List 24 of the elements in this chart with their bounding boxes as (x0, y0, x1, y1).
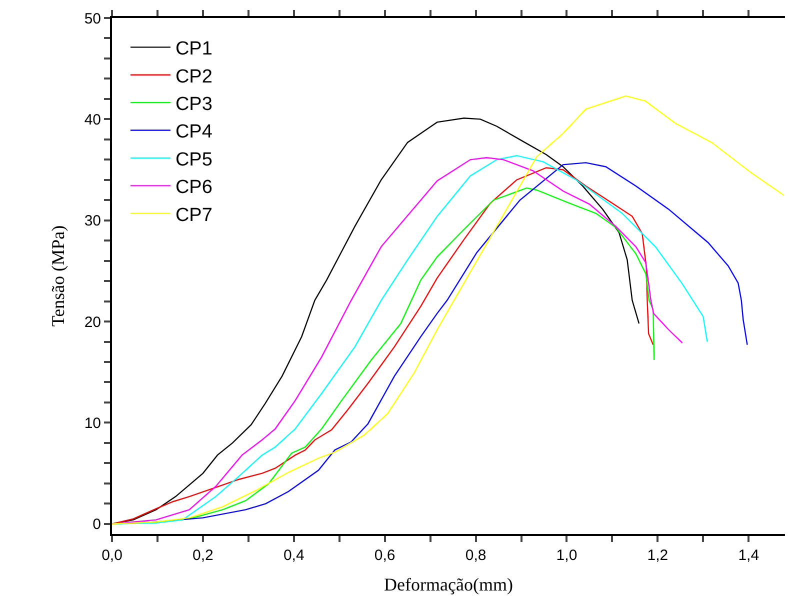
y-tick-label: 0 (92, 516, 101, 534)
x-tick-label: 0,4 (283, 547, 304, 564)
y-tick-label: 50 (84, 10, 101, 28)
x-tick-label: 1,4 (738, 547, 760, 564)
legend-label: CP3 (175, 94, 212, 115)
legend-label: CP4 (175, 122, 213, 143)
legend-label: CP6 (175, 177, 212, 198)
legend-label: CP2 (175, 66, 212, 88)
y-tick-label: 20 (84, 314, 101, 331)
x-tick-label: 1,0 (556, 547, 578, 564)
x-tick-label: 0,8 (465, 547, 486, 564)
x-tick-label: 0,6 (374, 547, 396, 564)
y-tick-label: 30 (84, 212, 101, 230)
x-axis-title: Deformação(mm) (384, 574, 513, 595)
y-axis-title: Tensão (MPa) (48, 225, 68, 327)
x-tick-label: 0,0 (102, 547, 122, 564)
x-tick-label: 1,2 (647, 547, 668, 564)
x-tick-label: 0,2 (192, 547, 214, 564)
legend-label: CP5 (175, 149, 212, 170)
y-tick-label: 40 (84, 111, 101, 128)
legend-label: CP1 (175, 38, 212, 60)
line-series (112, 95, 784, 524)
y-tick-label: 10 (84, 414, 101, 432)
legend-label: CP7 (175, 204, 212, 226)
